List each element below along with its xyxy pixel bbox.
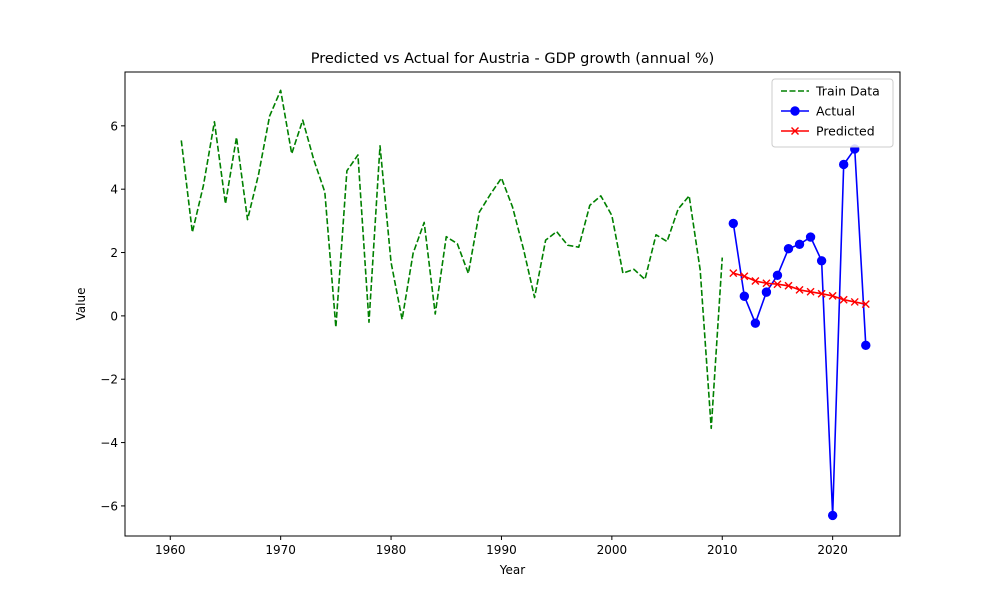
y-tick-label: 0 — [110, 309, 118, 323]
predicted-point-stroke-b — [861, 300, 870, 309]
actual-point — [816, 256, 827, 266]
actual-point — [728, 218, 738, 229]
x-tick-label: 2000 — [597, 543, 628, 557]
predicted-point — [729, 269, 738, 278]
y-tick-label: 2 — [110, 246, 118, 260]
legend-box — [771, 78, 894, 148]
legend-marker-actual — [790, 106, 800, 116]
predicted-point-stroke-b — [806, 287, 815, 296]
x-tick-label: 1990 — [486, 543, 517, 557]
x-axis-label: Year — [499, 563, 525, 577]
legend: Train Data Actual Predicted — [771, 78, 894, 148]
actual-point — [739, 291, 750, 301]
predicted-point-stroke-b — [850, 297, 859, 306]
legend-label-train-data: Train Data — [815, 84, 880, 99]
y-tick-label: 4 — [110, 183, 118, 197]
legend-marker-predicted — [791, 127, 799, 135]
predicted-point-stroke-b — [839, 295, 848, 304]
predicted-point — [839, 295, 848, 304]
predicted-point-stroke-b — [828, 291, 837, 300]
actual-point — [794, 239, 805, 249]
chart-title: Predicted vs Actual for Austria - GDP gr… — [311, 51, 715, 67]
predicted-point — [828, 291, 837, 300]
legend-label-predicted: Predicted — [816, 124, 875, 139]
predicted-point-stroke-b — [784, 281, 793, 290]
legend-label-actual: Actual — [816, 104, 855, 119]
y-tick-label: −4 — [100, 436, 118, 450]
axes-layer: 1960 1970 1980 1990 2000 2010 2020 −6 −4 −2 0 2 4 6 — [100, 119, 848, 557]
predicted-point-stroke-b — [817, 289, 826, 298]
actual-point — [783, 244, 794, 254]
x-tick-label: 2020 — [817, 543, 848, 557]
actual-point — [772, 270, 783, 281]
actual-point — [861, 340, 871, 351]
actual-point — [761, 287, 772, 297]
actual-point — [805, 232, 816, 242]
x-tick-label: 2010 — [707, 543, 738, 557]
actual-point — [827, 510, 838, 521]
predicted-point — [784, 281, 793, 290]
predicted-point-stroke-b — [795, 285, 804, 294]
plot-frame — [124, 71, 901, 537]
series-line-train-data — [180, 89, 724, 430]
x-tick-label: 1960 — [155, 543, 186, 557]
predicted-point — [861, 300, 870, 309]
y-tick-label: 6 — [110, 119, 118, 133]
predicted-point — [795, 285, 804, 294]
x-tick-label: 1970 — [265, 543, 296, 557]
predicted-point-stroke-b — [762, 279, 771, 288]
predicted-point — [762, 279, 771, 288]
predicted-point-stroke-b — [773, 280, 782, 289]
predicted-point — [751, 277, 760, 286]
predicted-point — [740, 272, 749, 281]
predicted-point-stroke-b — [729, 269, 738, 278]
actual-point — [838, 159, 849, 170]
actual-point — [750, 318, 761, 328]
predicted-point — [806, 287, 815, 296]
plot-area — [125, 72, 900, 536]
predicted-point — [817, 289, 826, 298]
series-layer — [180, 89, 871, 521]
predicted-point-stroke-b — [751, 277, 760, 286]
y-axis-label: Value — [74, 288, 88, 321]
predicted-point — [850, 297, 859, 306]
y-tick-label: −2 — [100, 373, 118, 387]
x-tick-label: 1980 — [376, 543, 407, 557]
predicted-point-stroke-b — [740, 272, 749, 281]
y-tick-label: −6 — [100, 499, 118, 513]
predicted-point — [773, 280, 782, 289]
